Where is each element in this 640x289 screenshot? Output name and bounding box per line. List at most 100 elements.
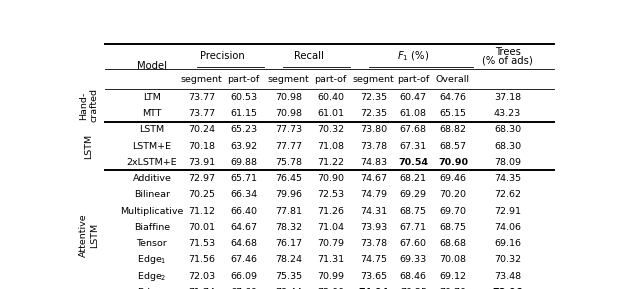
- Text: part-of: part-of: [314, 75, 347, 84]
- Text: 67.60: 67.60: [400, 239, 427, 248]
- Text: 70.98: 70.98: [275, 93, 302, 102]
- Text: 67.46: 67.46: [230, 255, 257, 264]
- Text: 70.25: 70.25: [188, 190, 215, 199]
- Text: 66.40: 66.40: [230, 207, 257, 216]
- Text: 73.77: 73.77: [188, 93, 215, 102]
- Text: 70.08: 70.08: [440, 255, 467, 264]
- Text: 73.00: 73.00: [317, 288, 344, 289]
- Text: 73.77: 73.77: [188, 109, 215, 118]
- Text: Additive: Additive: [132, 174, 172, 183]
- Text: 73.78: 73.78: [360, 142, 387, 151]
- Text: 69.70: 69.70: [440, 207, 467, 216]
- Text: 74.75: 74.75: [360, 255, 387, 264]
- Text: 73.93: 73.93: [360, 223, 387, 232]
- Text: 64.67: 64.67: [230, 223, 257, 232]
- Text: 70.01: 70.01: [188, 223, 215, 232]
- Text: Edge$_{3}$: Edge$_{3}$: [137, 286, 167, 289]
- Text: 74.67: 74.67: [360, 174, 387, 183]
- Text: segment: segment: [180, 75, 222, 84]
- Text: Recall: Recall: [294, 51, 324, 61]
- Text: 68.30: 68.30: [494, 125, 521, 134]
- Text: 71.08: 71.08: [317, 142, 344, 151]
- Text: 78.24: 78.24: [275, 255, 302, 264]
- Text: 69.29: 69.29: [400, 190, 427, 199]
- Text: 73.65: 73.65: [360, 271, 387, 281]
- Text: 74.31: 74.31: [360, 207, 387, 216]
- Text: Biaffine: Biaffine: [134, 223, 170, 232]
- Text: 43.23: 43.23: [494, 109, 521, 118]
- Text: 68.75: 68.75: [400, 207, 427, 216]
- Text: 70.70: 70.70: [440, 288, 467, 289]
- Text: Overall: Overall: [436, 75, 470, 84]
- Text: 71.26: 71.26: [317, 207, 344, 216]
- Text: 70.90: 70.90: [317, 174, 344, 183]
- Text: (% of ads): (% of ads): [482, 55, 533, 65]
- Text: part-of: part-of: [228, 75, 260, 84]
- Text: 76.45: 76.45: [275, 174, 302, 183]
- Text: 71.12: 71.12: [188, 207, 215, 216]
- Text: 76.17: 76.17: [275, 239, 302, 248]
- Text: 78.32: 78.32: [275, 223, 302, 232]
- Text: Edge$_{1}$: Edge$_{1}$: [137, 253, 166, 266]
- Text: 67.31: 67.31: [400, 142, 427, 151]
- Text: 67.71: 67.71: [400, 223, 427, 232]
- Text: 37.18: 37.18: [494, 93, 521, 102]
- Text: 70.99: 70.99: [317, 271, 344, 281]
- Text: 60.47: 60.47: [400, 93, 427, 102]
- Text: LSTM+E: LSTM+E: [132, 142, 172, 151]
- Text: 72.35: 72.35: [360, 93, 387, 102]
- Text: 69.12: 69.12: [440, 271, 467, 281]
- Text: 61.08: 61.08: [400, 109, 427, 118]
- Text: 72.91: 72.91: [494, 207, 521, 216]
- Text: 69.16: 69.16: [494, 239, 521, 248]
- Text: 70.24: 70.24: [188, 125, 215, 134]
- Text: 60.53: 60.53: [230, 93, 257, 102]
- Text: 60.40: 60.40: [317, 93, 344, 102]
- Text: 73.80: 73.80: [360, 125, 387, 134]
- Text: 69.88: 69.88: [230, 158, 257, 167]
- Text: Tensor: Tensor: [136, 239, 167, 248]
- Text: MTT: MTT: [142, 109, 162, 118]
- Text: Bilinear: Bilinear: [134, 190, 170, 199]
- Text: 72.53: 72.53: [317, 190, 344, 199]
- Text: 68.75: 68.75: [440, 223, 467, 232]
- Text: LSTM: LSTM: [140, 125, 164, 134]
- Text: 70.79: 70.79: [317, 239, 344, 248]
- Text: 70.18: 70.18: [188, 142, 215, 151]
- Text: 74.83: 74.83: [360, 158, 387, 167]
- Text: 70.25: 70.25: [400, 288, 427, 289]
- Text: 61.01: 61.01: [317, 109, 344, 118]
- Text: 65.23: 65.23: [230, 125, 257, 134]
- Text: 64.68: 64.68: [230, 239, 257, 248]
- Text: 70.20: 70.20: [440, 190, 467, 199]
- Text: 77.73: 77.73: [275, 125, 302, 134]
- Text: 63.92: 63.92: [230, 142, 257, 151]
- Text: 77.81: 77.81: [275, 207, 302, 216]
- Text: 73.78: 73.78: [360, 239, 387, 248]
- Text: $F_1$ (%): $F_1$ (%): [397, 50, 429, 63]
- Text: 66.09: 66.09: [230, 271, 257, 281]
- Text: 74.79: 74.79: [360, 190, 387, 199]
- Text: Hand-
crafted: Hand- crafted: [79, 88, 99, 123]
- Text: Multiplicative: Multiplicative: [120, 207, 184, 216]
- Text: 2xLSTM+E: 2xLSTM+E: [127, 158, 177, 167]
- Text: 68.46: 68.46: [400, 271, 427, 281]
- Text: Trees: Trees: [495, 47, 520, 58]
- Text: 68.30: 68.30: [494, 142, 521, 151]
- Text: Edge$_{2}$: Edge$_{2}$: [137, 270, 166, 283]
- Text: Precision: Precision: [200, 51, 245, 61]
- Text: 64.76: 64.76: [440, 93, 467, 102]
- Text: 65.15: 65.15: [440, 109, 467, 118]
- Text: segment: segment: [268, 75, 309, 84]
- Text: LTM: LTM: [143, 93, 161, 102]
- Text: 68.57: 68.57: [440, 142, 467, 151]
- Text: 72.62: 72.62: [494, 190, 521, 199]
- Text: 70.98: 70.98: [275, 109, 302, 118]
- Text: 65.71: 65.71: [230, 174, 257, 183]
- Text: Model: Model: [137, 61, 167, 71]
- Text: 68.82: 68.82: [440, 125, 467, 134]
- Text: 67.69: 67.69: [230, 288, 257, 289]
- Text: Attentive
LSTM: Attentive LSTM: [79, 214, 99, 257]
- Text: 61.15: 61.15: [230, 109, 257, 118]
- Text: 74.06: 74.06: [494, 223, 521, 232]
